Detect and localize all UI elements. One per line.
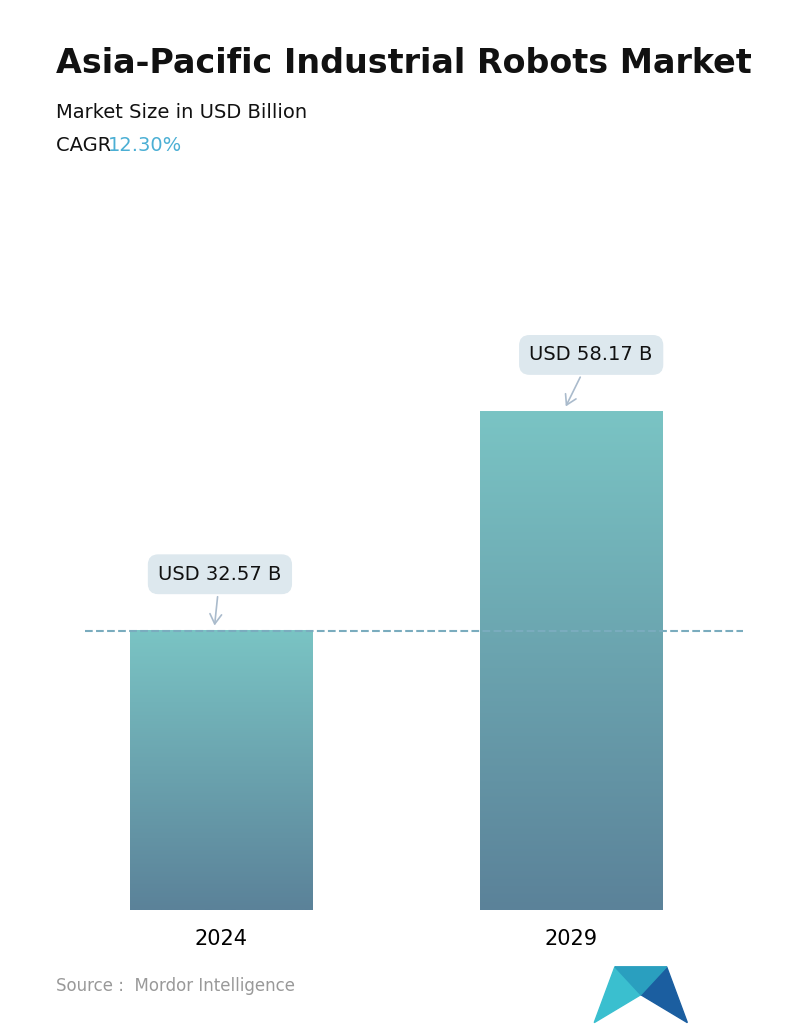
Polygon shape xyxy=(615,967,667,995)
Text: Source :  Mordor Intelligence: Source : Mordor Intelligence xyxy=(56,977,295,995)
Polygon shape xyxy=(594,967,641,1023)
Text: USD 58.17 B: USD 58.17 B xyxy=(529,345,653,405)
Polygon shape xyxy=(641,967,688,1023)
Text: Asia-Pacific Industrial Robots Market: Asia-Pacific Industrial Robots Market xyxy=(56,47,751,80)
Text: Market Size in USD Billion: Market Size in USD Billion xyxy=(56,103,306,122)
Text: 12.30%: 12.30% xyxy=(107,136,181,155)
Text: CAGR: CAGR xyxy=(56,136,123,155)
Text: USD 32.57 B: USD 32.57 B xyxy=(158,565,282,624)
